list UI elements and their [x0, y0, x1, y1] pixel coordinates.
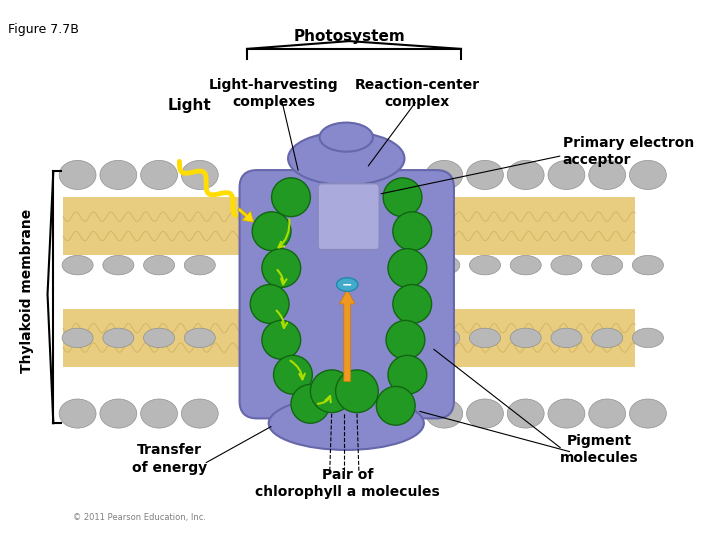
Ellipse shape	[629, 399, 666, 428]
Ellipse shape	[629, 160, 666, 190]
Ellipse shape	[143, 328, 174, 348]
Text: © 2011 Pearson Education, Inc.: © 2011 Pearson Education, Inc.	[73, 513, 206, 522]
Circle shape	[383, 178, 422, 217]
Circle shape	[291, 384, 330, 423]
Text: Pigment
molecules: Pigment molecules	[560, 434, 639, 465]
Ellipse shape	[59, 399, 96, 428]
Text: Light: Light	[167, 98, 211, 113]
FancyArrow shape	[238, 208, 253, 222]
Ellipse shape	[589, 160, 626, 190]
Circle shape	[336, 370, 378, 413]
Text: Pair of
chlorophyll a molecules: Pair of chlorophyll a molecules	[255, 468, 440, 499]
Circle shape	[262, 320, 301, 359]
FancyArrow shape	[339, 289, 355, 382]
Text: Light-harvesting
complexes: Light-harvesting complexes	[209, 78, 338, 109]
Circle shape	[377, 387, 415, 425]
Ellipse shape	[632, 255, 663, 275]
Ellipse shape	[548, 399, 585, 428]
Ellipse shape	[181, 160, 218, 190]
FancyBboxPatch shape	[318, 184, 379, 249]
Circle shape	[388, 248, 427, 287]
Circle shape	[252, 212, 291, 251]
FancyBboxPatch shape	[240, 170, 454, 418]
Ellipse shape	[589, 399, 626, 428]
Ellipse shape	[551, 255, 582, 275]
Circle shape	[251, 285, 289, 323]
Ellipse shape	[103, 255, 134, 275]
Ellipse shape	[510, 255, 541, 275]
Ellipse shape	[184, 255, 215, 275]
Ellipse shape	[426, 399, 463, 428]
Ellipse shape	[510, 328, 541, 348]
Ellipse shape	[592, 328, 623, 348]
Ellipse shape	[551, 328, 582, 348]
Circle shape	[271, 178, 310, 217]
Text: −: −	[342, 278, 353, 291]
Ellipse shape	[59, 160, 96, 190]
Ellipse shape	[100, 399, 137, 428]
Ellipse shape	[428, 255, 460, 275]
Ellipse shape	[140, 160, 178, 190]
Ellipse shape	[100, 160, 137, 190]
Ellipse shape	[62, 328, 93, 348]
Text: Transfer
of energy: Transfer of energy	[132, 443, 207, 475]
Ellipse shape	[428, 328, 460, 348]
Circle shape	[310, 370, 353, 413]
Circle shape	[388, 355, 427, 394]
Ellipse shape	[469, 328, 500, 348]
Text: Figure 7.7B: Figure 7.7B	[8, 23, 78, 36]
Ellipse shape	[508, 160, 544, 190]
Circle shape	[393, 285, 431, 323]
Circle shape	[393, 212, 431, 251]
Circle shape	[262, 248, 301, 287]
Ellipse shape	[143, 255, 174, 275]
Ellipse shape	[288, 132, 405, 185]
Ellipse shape	[469, 255, 500, 275]
Bar	[63, 309, 635, 367]
Ellipse shape	[320, 123, 373, 152]
Ellipse shape	[140, 399, 178, 428]
Ellipse shape	[467, 160, 503, 190]
Ellipse shape	[548, 160, 585, 190]
Text: Primary electron
acceptor: Primary electron acceptor	[562, 136, 694, 167]
Text: Photosystem: Photosystem	[293, 30, 405, 44]
Ellipse shape	[467, 399, 503, 428]
Ellipse shape	[181, 399, 218, 428]
Ellipse shape	[184, 328, 215, 348]
Ellipse shape	[592, 255, 623, 275]
Ellipse shape	[103, 328, 134, 348]
Ellipse shape	[508, 399, 544, 428]
Ellipse shape	[632, 328, 663, 348]
Ellipse shape	[336, 278, 358, 292]
Bar	[63, 197, 635, 255]
Ellipse shape	[426, 160, 463, 190]
Ellipse shape	[269, 396, 424, 450]
Circle shape	[386, 320, 425, 359]
Text: Thylakoid membrane: Thylakoid membrane	[20, 209, 34, 374]
Circle shape	[274, 355, 312, 394]
Ellipse shape	[62, 255, 93, 275]
Text: Reaction-center
complex: Reaction-center complex	[354, 78, 480, 109]
